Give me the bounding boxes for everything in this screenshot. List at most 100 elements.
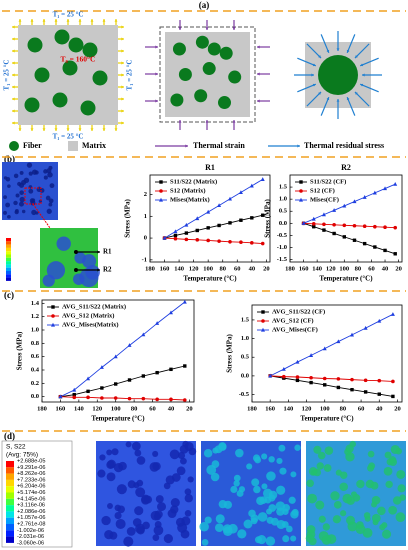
fiber — [170, 93, 184, 107]
y-tick-label: -1 — [142, 256, 147, 263]
data-point — [195, 238, 200, 242]
heat-arrow-head — [30, 19, 34, 22]
x-tick-label: 20 — [395, 265, 402, 272]
contour-blob — [211, 460, 220, 468]
contour-blob — [19, 182, 25, 188]
contour-blob — [31, 198, 36, 203]
data-point — [173, 233, 178, 238]
y-tick-label: 1 — [144, 213, 147, 220]
data-point — [281, 366, 286, 371]
probe-label: R1 — [103, 248, 112, 256]
stress-arrow-head — [326, 97, 330, 101]
legend-label: Thermal strain — [193, 141, 245, 150]
contour-blob — [238, 486, 246, 493]
contour-blob — [254, 456, 262, 464]
contour-blob — [290, 471, 297, 478]
y-tick-label: 1.0 — [279, 196, 287, 203]
contour-blob — [306, 479, 314, 488]
data-point — [301, 221, 306, 225]
contour-blob — [134, 506, 144, 516]
data-point — [113, 396, 118, 400]
contour-blob — [281, 521, 289, 528]
series-line — [303, 222, 396, 255]
contour-blob — [266, 508, 273, 515]
data-point — [182, 398, 187, 402]
heat-arrow-head — [121, 61, 124, 65]
data-point — [332, 231, 336, 236]
heat-arrow-head — [121, 109, 124, 113]
y-tick-label: 1.5 — [241, 316, 250, 323]
y-tick-label: 1.0 — [241, 335, 249, 342]
data-point — [239, 218, 243, 222]
contour-blob — [285, 525, 293, 533]
legend-level: +2.761e-08 — [17, 521, 45, 527]
contour-blob — [7, 214, 11, 219]
legend-band — [6, 524, 14, 531]
contour-blob — [265, 536, 276, 546]
x-tick-label: 80 — [355, 265, 362, 272]
contour-blob — [305, 533, 315, 543]
strain-arrow-head — [257, 45, 260, 49]
data-point — [217, 223, 221, 228]
legend-label: Thermal residual stress — [304, 141, 384, 150]
contour-blob — [233, 480, 240, 487]
contour-blob — [46, 208, 52, 214]
data-point — [295, 359, 300, 364]
fiber — [82, 42, 98, 58]
boundary-label: T₁ = 25 °C — [126, 60, 134, 91]
data-point — [332, 208, 337, 212]
contour-blob — [171, 473, 181, 482]
contour-blob — [13, 200, 18, 206]
contour-blob — [15, 208, 19, 213]
legend-band — [6, 461, 14, 468]
contour-blob — [169, 449, 180, 460]
y-tick-label: -1.5 — [277, 256, 288, 263]
heat-arrow-head — [121, 85, 124, 89]
data-point — [100, 386, 104, 390]
fiber — [34, 67, 50, 83]
strain-arrow-head — [178, 27, 182, 30]
contour-blob — [246, 463, 253, 470]
fiber — [318, 55, 358, 95]
initial-label: T₀ = 160°C — [61, 55, 96, 64]
chart-title: R2 — [341, 163, 351, 172]
data-point — [250, 241, 254, 245]
legend-arrow-head — [297, 144, 300, 148]
strain-arrow-head — [155, 99, 158, 103]
contour-blob — [115, 518, 126, 529]
contour-blob — [384, 451, 392, 459]
legend-label: Mises(Matrix) — [170, 196, 210, 203]
x-tick-label: 20 — [263, 265, 270, 272]
legend-marker — [51, 314, 55, 318]
contour-blob — [187, 476, 194, 483]
data-point — [127, 396, 132, 401]
contour-blob — [152, 462, 161, 471]
data-point — [72, 387, 77, 392]
contour-blob — [332, 515, 342, 524]
data-point — [372, 190, 377, 195]
heat-arrow-head — [18, 19, 22, 22]
data-point — [342, 223, 347, 228]
contour-blob — [363, 512, 371, 519]
data-point — [182, 299, 187, 304]
legend-level: +3.116e-06 — [17, 503, 45, 509]
data-point — [206, 209, 211, 214]
data-point — [350, 387, 354, 392]
contour-blob — [154, 521, 162, 528]
data-point — [336, 385, 341, 390]
heat-arrow-head — [121, 97, 124, 101]
stress-arrow — [320, 34, 330, 54]
contour-blob — [199, 521, 209, 532]
contour-blob — [19, 196, 25, 203]
contour-blob — [188, 447, 197, 456]
contour-blob — [291, 508, 299, 516]
contour-blob — [26, 162, 33, 168]
contour-blob — [370, 481, 379, 490]
fiber — [80, 100, 96, 116]
x-tick-label: 160 — [160, 265, 170, 272]
legend-marker — [261, 327, 265, 332]
strain-arrow-head — [257, 72, 260, 76]
x-tick-label: 160 — [299, 265, 309, 272]
legend-band — [6, 517, 14, 524]
data-point — [323, 383, 327, 387]
